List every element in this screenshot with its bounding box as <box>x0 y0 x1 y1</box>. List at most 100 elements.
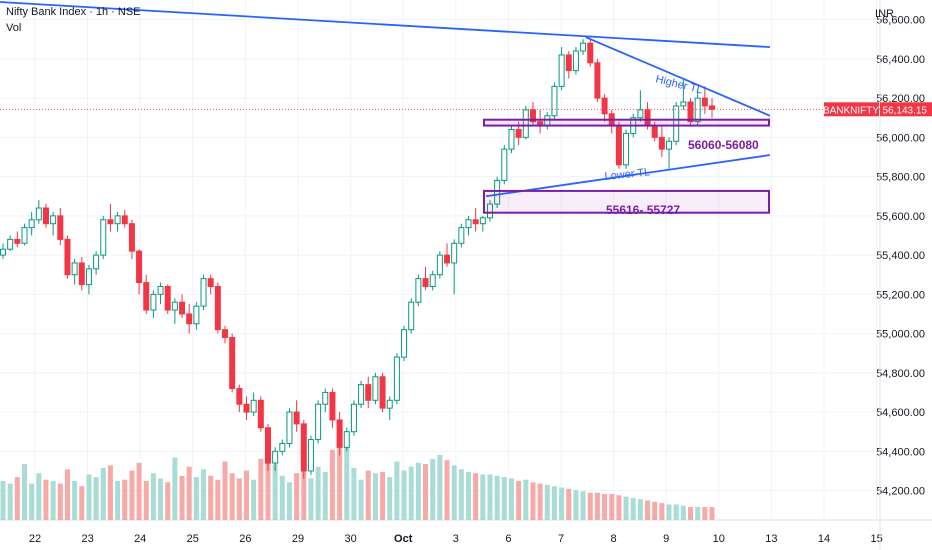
candle-body <box>257 399 264 429</box>
volume-bar <box>430 458 436 520</box>
volume-bar <box>559 487 565 520</box>
y-tick-label: 55,000.00 <box>876 329 925 341</box>
y-tick-label: 55,600.00 <box>876 211 925 223</box>
candle-body <box>687 101 694 123</box>
candle-body <box>186 313 193 325</box>
y-tick-label: 54,600.00 <box>876 407 925 419</box>
candle-body <box>666 140 673 150</box>
x-tick-label: 29 <box>292 533 304 545</box>
candle-body <box>200 278 207 307</box>
x-tick-label: 7 <box>558 533 564 545</box>
volume-bar <box>494 475 500 520</box>
x-tick-label: Oct <box>394 533 413 545</box>
zone-upper-label: 56060-56080 <box>688 138 759 152</box>
candle-body <box>121 215 128 225</box>
candle-body <box>572 50 579 72</box>
volume-bar <box>659 503 665 520</box>
candle-body <box>680 101 687 107</box>
candle-body <box>515 129 522 138</box>
candle-body <box>587 42 594 64</box>
candle-body <box>558 54 565 87</box>
volume-bar <box>573 490 579 520</box>
volume-bar <box>14 477 20 520</box>
candle-body <box>250 399 257 413</box>
volume-bar <box>229 473 235 520</box>
volume-bar <box>337 434 343 520</box>
candle-body <box>300 423 307 472</box>
volume-bar <box>372 473 378 520</box>
candle-body <box>243 403 250 413</box>
volume-bar <box>437 455 443 520</box>
volume-bar <box>222 461 228 520</box>
candle-body <box>272 450 279 464</box>
volume-bar <box>193 477 199 520</box>
volume-bar <box>630 497 636 520</box>
candle-body <box>307 439 314 472</box>
lower-trend-line <box>485 154 771 198</box>
candle-body <box>21 227 28 244</box>
volume-bar <box>401 470 407 520</box>
candle-body <box>709 105 715 110</box>
candle-body <box>136 250 143 284</box>
lower-tl-label: Lower TL <box>604 166 651 183</box>
candle-body <box>350 403 357 433</box>
chart-title: Nifty Bank Index · 1h · NSE <box>6 6 141 18</box>
volume-bar <box>566 488 572 520</box>
volume-bar <box>394 461 400 520</box>
candle-body <box>264 427 271 464</box>
volume-bar <box>544 484 550 520</box>
candle-body <box>486 203 493 219</box>
x-tick-label: 22 <box>29 533 41 545</box>
volume-bar <box>351 468 357 520</box>
candle-body <box>601 97 608 115</box>
candle-body <box>7 238 14 250</box>
candle-body <box>14 238 21 244</box>
candle-body <box>372 376 379 401</box>
volume-bar <box>458 469 464 520</box>
candle-body <box>179 301 186 315</box>
candle-body <box>365 384 372 401</box>
candle-body <box>422 278 429 287</box>
candle-body <box>451 242 458 264</box>
candle-body <box>315 403 322 441</box>
volume-bar <box>680 505 686 520</box>
candle-body <box>279 442 286 452</box>
candle-body <box>379 376 386 409</box>
volume-bar <box>580 491 586 520</box>
candle-body <box>472 219 479 225</box>
volume-bar <box>122 479 128 520</box>
volume-bar <box>666 504 672 520</box>
candle-body <box>479 217 486 225</box>
candle-body <box>393 356 400 401</box>
candle-body <box>615 125 622 166</box>
volume-bar <box>501 477 507 520</box>
volume-bar <box>516 481 522 520</box>
y-tick-label: 55,800.00 <box>876 172 925 184</box>
candle-body <box>78 262 85 286</box>
candle-body <box>322 391 329 405</box>
y-tick-label: 56,200.00 <box>876 93 925 105</box>
last-price-tag: 56,143.15 <box>883 105 928 116</box>
candle-body <box>100 219 107 256</box>
volume-bar <box>286 482 292 520</box>
volume-bar <box>322 471 328 520</box>
x-tick-label: 14 <box>818 533 830 545</box>
candle-body <box>343 431 350 448</box>
volume-bar <box>551 486 557 520</box>
volume-bar <box>709 507 715 520</box>
volume-bar <box>587 492 593 520</box>
volume-bar <box>72 481 78 520</box>
volume-bar <box>165 482 171 520</box>
volume-bar <box>673 504 679 520</box>
volume-bar <box>315 466 321 520</box>
volume-bar <box>466 471 472 520</box>
volume-bar <box>451 465 457 520</box>
candle-body <box>658 136 665 150</box>
volume-bar <box>594 492 600 520</box>
volume-bar <box>236 478 242 520</box>
candle-body <box>35 207 42 221</box>
volume-bar <box>344 445 350 520</box>
volume-bar <box>380 471 386 520</box>
candle-body <box>673 105 680 142</box>
